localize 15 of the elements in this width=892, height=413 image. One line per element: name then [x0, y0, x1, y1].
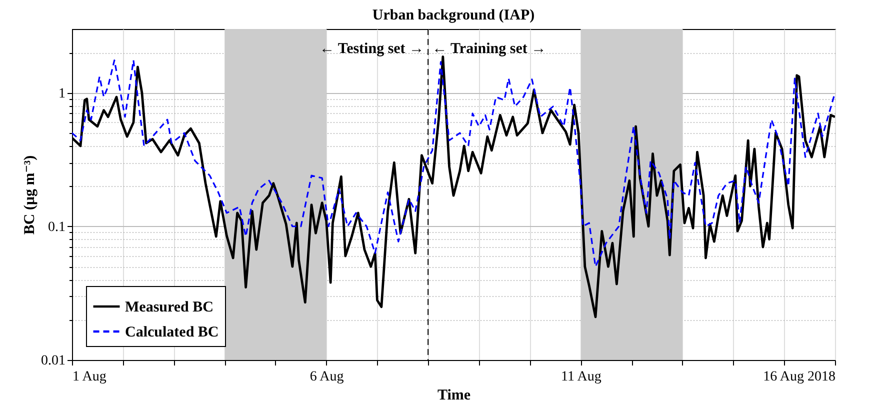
x-tick-label: 6 Aug [310, 370, 344, 384]
y-axis-title: BC (μg m⁻³) [22, 155, 38, 235]
y-tick-label: 0.01 [41, 354, 66, 368]
annotation: ← Testing set → [319, 41, 424, 57]
annotation: ← Training set → [432, 41, 546, 57]
legend-label: Measured BC [125, 300, 214, 316]
line-series [72, 59, 835, 268]
y-tick-label: 1 [58, 86, 66, 102]
x-tick-label: 1 Aug [72, 370, 106, 384]
x-axis-title: Time [437, 388, 471, 404]
x-tick-label: 16 Aug 2018 [763, 370, 836, 384]
x-tick-label: 11 Aug [561, 370, 602, 384]
y-tick-label: 0.1 [48, 220, 66, 235]
chart-title: Urban background (IAP) [372, 8, 535, 24]
legend-label: Calculated BC [125, 324, 219, 340]
